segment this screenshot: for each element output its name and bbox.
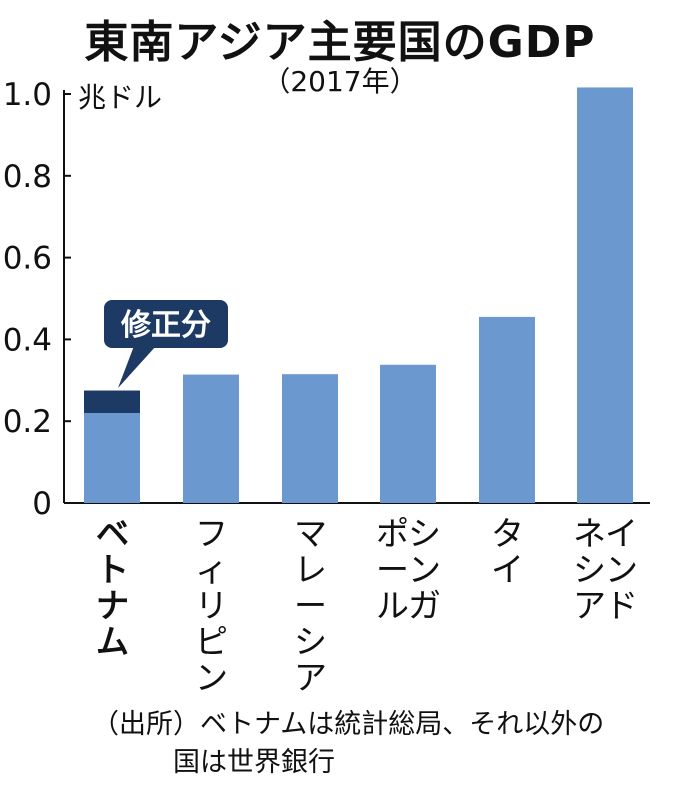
- x-tick-label: ポールシンガ: [374, 516, 442, 624]
- y-tick-label: 0.6: [3, 241, 52, 277]
- chart-title: 東南アジア主要国のGDP: [84, 17, 596, 68]
- y-tick-label: 0: [32, 486, 52, 522]
- bar: [577, 87, 633, 504]
- revision-segment: [84, 390, 140, 414]
- bar: [84, 413, 140, 503]
- bar: [282, 374, 338, 503]
- x-tick-label-column: シンガ: [408, 514, 441, 625]
- y-tick-label: 0.8: [3, 159, 52, 195]
- unit-label: 兆ドル: [78, 81, 162, 114]
- callout-pointer: [118, 346, 156, 388]
- callout-box: [104, 300, 228, 348]
- y-tick-label: 0.2: [3, 404, 52, 440]
- x-tick-label: ネシアインド: [571, 516, 639, 624]
- y-tick-label: 1.0: [3, 77, 52, 113]
- x-tick-label: ベトナム: [95, 516, 129, 660]
- callout-label: 修正分: [120, 308, 211, 343]
- bar: [479, 316, 535, 503]
- x-tick-label-column: マレーシア: [294, 514, 327, 697]
- source-note: （出所）ベトナムは統計総局、それ以外の 国は世界銀行: [92, 709, 605, 778]
- x-tick-label: タイ: [490, 516, 524, 588]
- x-tick-label: マレーシア: [293, 516, 327, 696]
- x-tick-label-column: インド: [605, 514, 638, 625]
- x-tick-label: フィリピン: [194, 516, 228, 696]
- x-tick-label-column: ベトナム: [96, 514, 129, 661]
- x-tick-label-column: ポール: [376, 514, 409, 625]
- bar: [183, 374, 239, 503]
- x-tick-label-column: ネシア: [573, 514, 606, 625]
- x-tick-label-column: タイ: [491, 514, 524, 589]
- y-tick-label: 0.4: [3, 322, 52, 358]
- bar: [380, 364, 436, 503]
- x-tick-label-column: フィリピン: [195, 514, 228, 697]
- chart-subtitle: （2017年）: [262, 65, 418, 98]
